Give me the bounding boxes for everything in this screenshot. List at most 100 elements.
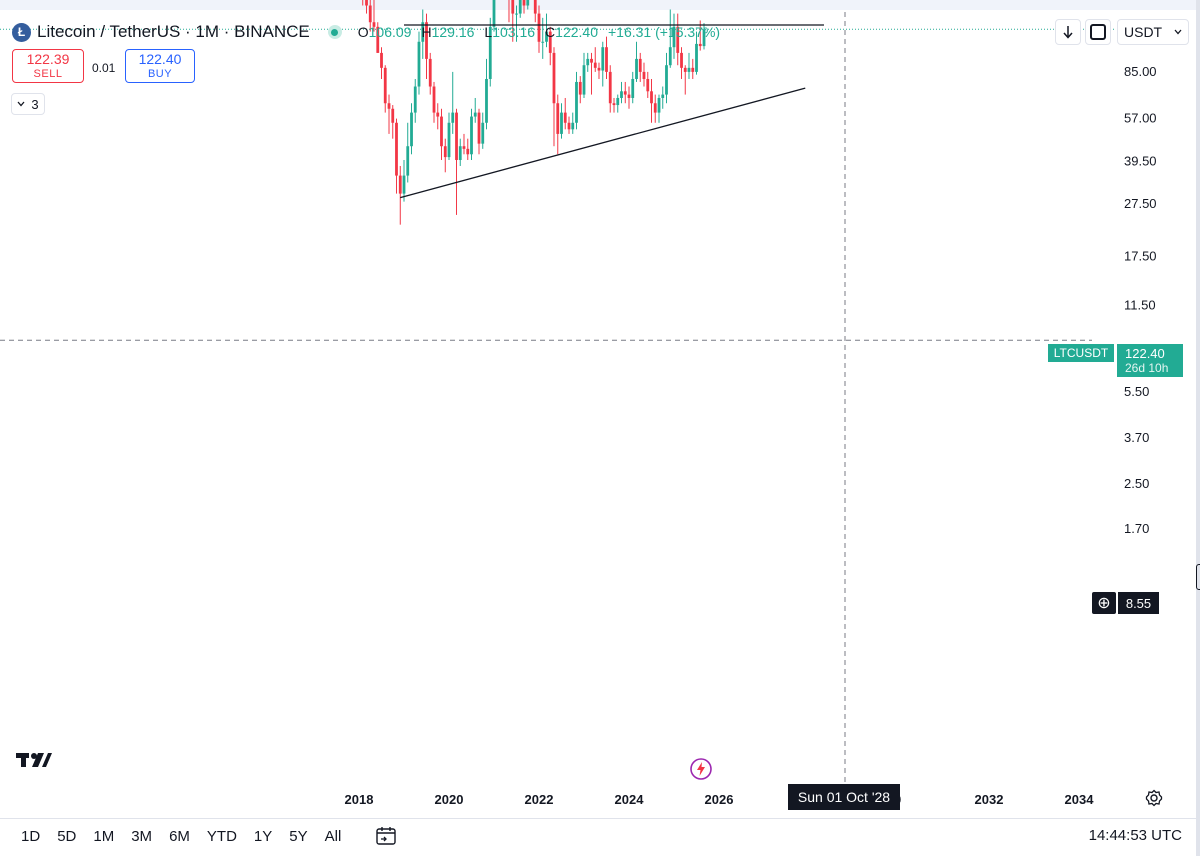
candle-body [571, 122, 575, 130]
candle-body [398, 175, 402, 194]
time-axis-label: 2034 [1065, 792, 1095, 807]
scroll-down-button[interactable] [1055, 19, 1081, 45]
candle-body [425, 22, 428, 59]
candle [402, 159, 406, 202]
candle-body [380, 52, 383, 68]
range-5d[interactable]: 5D [57, 827, 77, 845]
window-right-edge [1196, 0, 1200, 856]
candle-body [695, 43, 698, 72]
currency-select[interactable]: USDT [1117, 19, 1189, 45]
candle-body [410, 112, 413, 147]
candle-body [376, 26, 380, 53]
candle [620, 81, 623, 104]
candle [451, 71, 455, 134]
candle-body [620, 91, 623, 98]
candle [661, 86, 665, 109]
candle-body [672, 26, 676, 48]
candle-body [526, 0, 530, 6]
candle-body [365, 0, 368, 6]
candle [466, 138, 470, 160]
scroll-handle[interactable] [1196, 564, 1200, 590]
market-status-icon[interactable] [327, 25, 342, 39]
ohlc-high-key: H [421, 24, 432, 40]
candle [653, 94, 657, 123]
symbol-title[interactable]: Litecoin / TetherUS · 1M · BINANCE [37, 22, 310, 41]
candle-body [683, 67, 687, 72]
candle-body [635, 58, 638, 79]
candle [650, 78, 653, 123]
candle-body [413, 86, 417, 113]
range-3m[interactable]: 3M [131, 827, 153, 845]
lightning-icon[interactable] [689, 757, 713, 781]
price-axis-label: 11.50 [1124, 298, 1156, 313]
range-1d[interactable]: 1D [21, 827, 41, 845]
candle [552, 47, 556, 147]
range-all[interactable]: All [324, 827, 342, 845]
candle [436, 103, 440, 130]
buy-button[interactable]: 122.40 BUY [125, 49, 195, 83]
tradingview-logo-icon[interactable] [16, 750, 52, 770]
calendar-goto-icon[interactable] [375, 826, 397, 846]
range-1m[interactable]: 1M [93, 827, 115, 845]
candle-body [455, 112, 458, 160]
bottom-toolbar: 1D 5D 1M 3M 6M YTD 1Y 5Y All 14:44:53 UT… [0, 818, 1200, 853]
candle-body [623, 91, 627, 95]
candle [608, 65, 612, 113]
chevron-down-icon [17, 101, 25, 107]
candle [612, 97, 616, 113]
indicators-toggle-button[interactable]: 3 [11, 93, 45, 115]
candle-body [597, 67, 601, 71]
candle-body [533, 0, 537, 14]
gear-icon[interactable] [1145, 789, 1163, 807]
symbol-price-label: LTCUSDT [1048, 344, 1114, 362]
candle-body [593, 62, 597, 68]
arrow-down-icon [1063, 26, 1073, 39]
ohlc-open-key: O [357, 24, 369, 40]
range-5y[interactable]: 5Y [289, 827, 308, 845]
candle-body [575, 81, 578, 123]
utc-clock[interactable]: 14:44:53 UTC [1088, 827, 1182, 844]
candle-body [631, 78, 635, 98]
candle [702, 23, 706, 50]
trendline-support[interactable] [400, 87, 806, 199]
candle-body [582, 65, 586, 95]
ohlc-low-key: L [484, 24, 493, 40]
candle [646, 71, 650, 98]
candle-body [545, 31, 548, 42]
candle [586, 52, 590, 72]
candle [601, 41, 605, 87]
candle [443, 138, 447, 173]
candle-body [368, 5, 372, 23]
candle [380, 47, 383, 79]
add-alert-plus-icon[interactable]: ⊕ [1092, 592, 1116, 614]
range-1y[interactable]: 1Y [253, 827, 273, 845]
sell-button[interactable]: 122.39 SELL [12, 49, 84, 83]
candle [676, 13, 680, 66]
fullscreen-button[interactable] [1085, 19, 1111, 45]
range-ytd[interactable]: YTD [206, 827, 237, 845]
candle [526, 0, 530, 10]
last-price: 122.40 [1125, 346, 1165, 361]
candle [365, 0, 368, 14]
candle-body [391, 108, 395, 123]
candle [383, 65, 387, 113]
candle-body [676, 26, 680, 53]
candle [545, 13, 548, 48]
candle [462, 133, 466, 155]
candle [575, 71, 578, 130]
candle-body [680, 52, 683, 68]
candle-body [436, 112, 440, 117]
currency-value: USDT [1124, 24, 1163, 40]
candle-body [387, 103, 391, 109]
range-6m[interactable]: 6M [169, 827, 190, 845]
price-chart[interactable]: 3,000.002,000.001,400.00900.00620.00420.… [0, 0, 1196, 818]
window-top-edge [0, 0, 1200, 10]
candle-body [522, 0, 526, 6]
candle [428, 52, 432, 95]
candle [638, 52, 642, 82]
candle [410, 103, 413, 155]
last-price-tag: 122.40 26d 10h [1117, 344, 1183, 377]
candle-body [395, 122, 398, 176]
candle [665, 52, 668, 104]
candle-body [515, 13, 518, 15]
